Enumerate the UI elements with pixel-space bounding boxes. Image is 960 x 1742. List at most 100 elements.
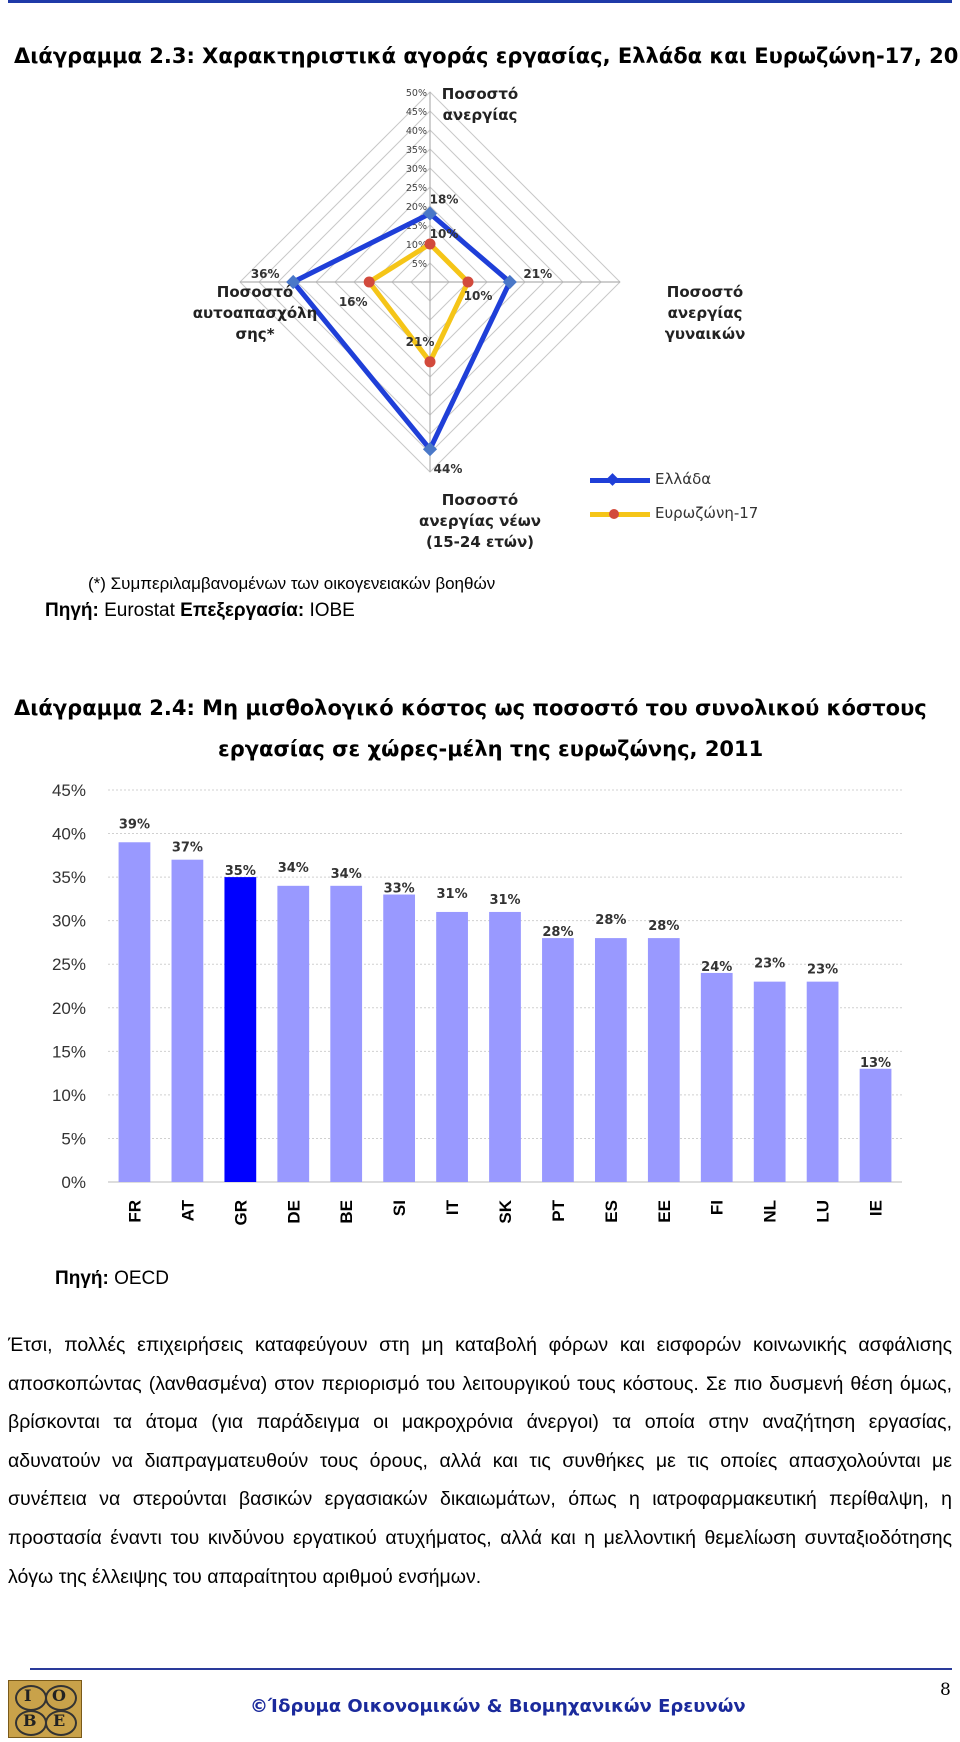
ioбe-logo: Ι Ο Β Ε xyxy=(8,1680,82,1738)
bar-ee xyxy=(647,938,680,1182)
bar-xtick-label: IE xyxy=(867,1200,886,1216)
bar-ytick-label: 25% xyxy=(52,955,86,974)
bar-data-label: 23% xyxy=(807,963,838,978)
radar-scale-tick: 15% xyxy=(406,221,427,232)
legend-swatch-greece xyxy=(590,478,650,483)
bar-xtick-label: SI xyxy=(390,1200,409,1216)
bar-data-label: 28% xyxy=(595,913,626,928)
bar-it xyxy=(436,911,468,1182)
legend-label-greece: Ελλάδα xyxy=(655,470,712,488)
bar-fi xyxy=(700,972,733,1182)
bar-gr xyxy=(224,877,257,1182)
radar-scale-tick: 20% xyxy=(406,202,427,213)
radar-point-greece xyxy=(502,274,517,290)
bar-xtick-label: FI xyxy=(708,1200,727,1215)
bar-xtick-label: PT xyxy=(549,1199,568,1221)
bar-data-label: 35% xyxy=(225,864,256,879)
bar-nl xyxy=(753,981,786,1182)
radar-data-label: 36% xyxy=(251,267,280,281)
radar-point-eurozone xyxy=(462,276,474,288)
bar-xtick-label: IT xyxy=(443,1199,462,1215)
bar-data-label: 24% xyxy=(701,960,732,975)
bar-pt xyxy=(542,938,574,1182)
bar-be xyxy=(330,885,363,1182)
bar-xtick-label: NL xyxy=(761,1200,780,1223)
radar-point-eurozone xyxy=(363,276,375,288)
bar-xtick-label: EE xyxy=(655,1200,674,1223)
radar-scale-tick: 40% xyxy=(406,126,427,137)
bar-at xyxy=(171,859,204,1182)
radar-axis-self-employment: Ποσοστό αυτοαπασχόλη σης* xyxy=(192,283,318,343)
radar-data-label: 10% xyxy=(464,289,493,303)
radar-series-line-greece xyxy=(289,210,513,454)
bar-ytick-label: 30% xyxy=(52,912,86,931)
radar-data-label: 21% xyxy=(523,267,552,281)
bar-xtick-label: GR xyxy=(231,1200,250,1226)
radar-scale-tick: 50% xyxy=(406,88,427,99)
legend-label-eurozone: Ευρωζώνη-17 xyxy=(655,504,759,522)
bar-ytick-label: 10% xyxy=(52,1086,86,1105)
bar-data-label: 13% xyxy=(860,1056,891,1071)
radar-scale-tick: 45% xyxy=(406,107,427,118)
bar-xtick-label: FR xyxy=(125,1200,144,1223)
bar-xtick-label: AT xyxy=(178,1199,197,1221)
radar-data-label: 21% xyxy=(406,335,435,349)
bar-xtick-label: DE xyxy=(284,1200,303,1224)
radar-chart-title: Διάγραμμα 2.3: Χαρακτηριστικά αγοράς εργ… xyxy=(14,44,960,68)
bar-ie xyxy=(859,1068,892,1182)
bar-lu xyxy=(806,981,839,1182)
bar-data-label: 34% xyxy=(331,867,362,882)
bar-xtick-label: LU xyxy=(814,1200,833,1223)
footer-rule xyxy=(30,1668,952,1670)
bar-ytick-label: 40% xyxy=(52,825,86,844)
radar-axis-youth-unemployment: Ποσοστό ανεργίας νέων (15-24 ετών) xyxy=(419,491,541,551)
bar-de xyxy=(277,885,310,1182)
bar-sk xyxy=(489,911,521,1182)
bar-ytick-label: 20% xyxy=(52,999,86,1018)
bar-ytick-label: 15% xyxy=(52,1042,86,1061)
bar-chart-title-line2: εργασίας σε χώρες-μέλη της ευρωζώνης, 20… xyxy=(218,737,764,761)
bar-data-label: 39% xyxy=(119,817,150,832)
radar-source: Πηγή: Eurostat Επεξεργασία: ΙΟΒΕ xyxy=(45,600,355,621)
bar-data-label: 33% xyxy=(384,882,415,897)
bar-fr xyxy=(118,842,151,1182)
radar-scale-tick: 5% xyxy=(412,259,427,270)
radar-data-label: 18% xyxy=(430,193,459,207)
bar-xtick-label: SK xyxy=(496,1199,515,1223)
bar-ytick-label: 0% xyxy=(61,1173,86,1192)
radar-data-label: 16% xyxy=(339,295,368,309)
radar-data-label: 44% xyxy=(434,462,463,476)
legend-swatch-eurozone xyxy=(590,512,650,517)
bar-source: Πηγή: OECD xyxy=(55,1268,170,1289)
bar-chart-title-line1: Διάγραμμα 2.4: Μη μισθολογικό κόστος ως … xyxy=(14,696,927,720)
radar-scale-tick: 25% xyxy=(406,183,427,194)
radar-footnote: (*) Συμπεριλαμβανομένων των οικογενειακώ… xyxy=(88,574,496,593)
radar-data-label: 10% xyxy=(430,227,459,241)
top-rule xyxy=(8,0,952,3)
bar-data-label: 31% xyxy=(489,893,520,908)
page-number: 8 xyxy=(940,1680,951,1700)
radar-axis-unemployment: Ποσοστό ανεργίας xyxy=(441,85,519,124)
radar-scale-tick: 30% xyxy=(406,164,427,175)
bar-xtick-label: ES xyxy=(602,1200,621,1223)
bar-data-label: 37% xyxy=(172,841,203,856)
bar-data-label: 28% xyxy=(542,925,573,940)
radar-axis-female-unemployment: Ποσοστό ανεργίας γυναικών xyxy=(664,283,746,343)
radar-scale-tick: 10% xyxy=(406,240,427,251)
footer-foundation-name: ©Ίδρυμα Οικονομικών & Βιομηχανικών Ερευν… xyxy=(250,1696,746,1717)
bar-ytick-label: 5% xyxy=(61,1129,86,1148)
bar-si xyxy=(383,894,416,1182)
body-paragraph: Έτσι, πολλές επιχειρήσεις καταφεύγουν στ… xyxy=(8,1334,952,1588)
bar-data-label: 28% xyxy=(648,919,679,934)
legend-marker-eurozone xyxy=(609,509,619,519)
bar-data-label: 23% xyxy=(754,957,785,972)
bar-data-label: 34% xyxy=(278,861,309,876)
radar-point-greece xyxy=(422,442,438,457)
bar-ytick-label: 35% xyxy=(52,868,86,887)
bar-es xyxy=(594,938,627,1182)
radar-point-greece xyxy=(422,206,438,221)
bar-ytick-label: 45% xyxy=(52,781,86,800)
radar-point-eurozone xyxy=(424,238,436,250)
bar-xtick-label: BE xyxy=(337,1200,356,1224)
bar-chart: 0% 5% 10% 15% 20% 25% 30% 35% 40% 45% 39% 37% 35% 34… xyxy=(52,781,902,1226)
